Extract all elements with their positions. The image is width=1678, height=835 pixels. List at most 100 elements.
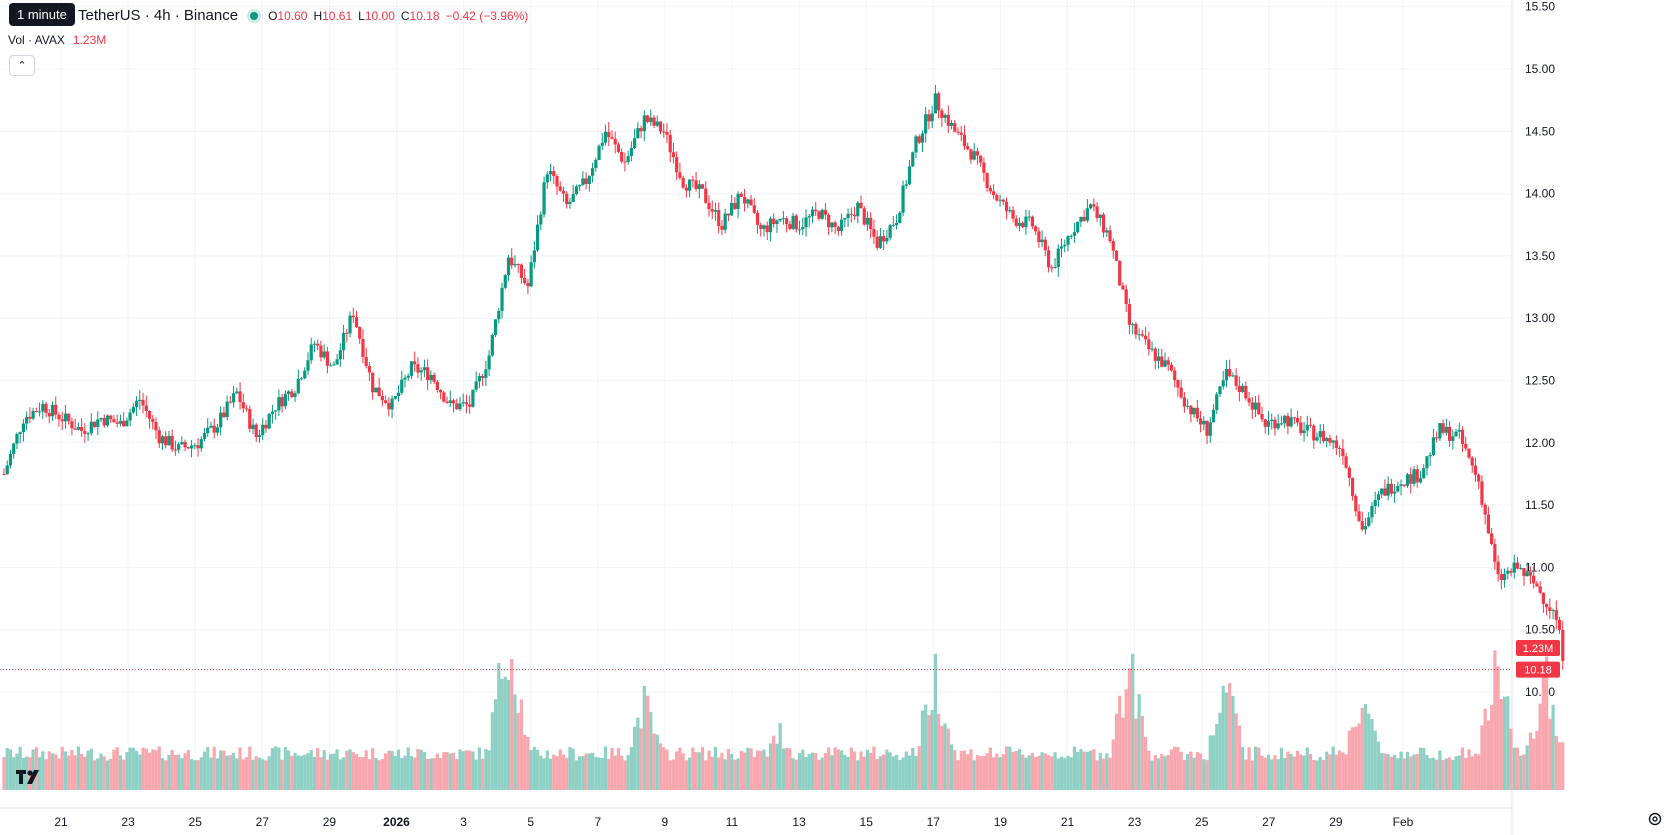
volume-bar	[432, 758, 436, 790]
candle-body	[1486, 514, 1490, 534]
candle-body	[642, 115, 646, 132]
ohlc-change: −0.42 (−3.96%)	[445, 8, 529, 23]
candle-body	[261, 424, 265, 436]
candle-body	[1017, 222, 1022, 226]
candle-body	[1325, 438, 1329, 442]
candle-body	[1160, 356, 1164, 367]
candle-body	[1418, 478, 1423, 483]
candle-body	[830, 222, 834, 228]
volume-bar	[1393, 754, 1397, 790]
candle-body	[419, 370, 423, 373]
x-tick-label: 27	[1262, 815, 1276, 829]
volume-bar	[1205, 760, 1209, 790]
candle-body	[565, 193, 569, 205]
volume-bar	[1224, 692, 1229, 790]
candle-body	[319, 345, 323, 358]
volume-bar	[1541, 666, 1545, 790]
volume-bar	[962, 750, 967, 790]
volume-bar	[1034, 756, 1038, 790]
candle-body	[1344, 456, 1348, 468]
candle-body	[1496, 561, 1500, 574]
candle-body	[956, 131, 960, 133]
volume-bar	[1092, 749, 1096, 790]
candle-body	[840, 219, 844, 231]
candle-body	[67, 413, 71, 422]
volume-bar	[167, 755, 171, 790]
volume-bar	[1270, 759, 1274, 790]
volume-bar	[555, 756, 559, 790]
candle-body	[814, 209, 818, 212]
x-tick-label: 11	[726, 815, 739, 829]
candle-body	[167, 435, 171, 446]
volume-bar	[471, 751, 475, 790]
candle-body	[710, 209, 714, 212]
candle-body	[962, 134, 967, 147]
settings-gear-icon[interactable]	[1646, 810, 1664, 828]
candle-body	[299, 378, 304, 380]
candle-body	[173, 449, 178, 451]
volume-bar	[1160, 753, 1164, 790]
candle-body	[329, 365, 333, 367]
candle-body	[277, 397, 281, 411]
volume-bar	[1402, 758, 1406, 790]
candle-body	[856, 202, 860, 217]
volume-bar	[852, 751, 857, 790]
volume-bar	[1040, 752, 1044, 790]
volume-bar	[956, 760, 960, 790]
candle-body	[1027, 216, 1031, 218]
candle-body	[251, 424, 255, 429]
candle-body	[1150, 348, 1154, 350]
candle-body	[1211, 409, 1216, 423]
candle-body	[940, 110, 944, 118]
candle-body	[403, 377, 407, 380]
volume-bar	[675, 751, 679, 790]
candle-body	[160, 436, 165, 444]
volume-bar	[354, 754, 359, 790]
candle-body	[755, 212, 760, 225]
candle-body	[312, 343, 317, 345]
candle-body	[610, 137, 614, 139]
candle-body	[290, 391, 294, 398]
candle-body	[1021, 222, 1025, 228]
candle-body	[477, 375, 481, 382]
candle-body	[633, 138, 637, 148]
candle-body	[112, 419, 116, 423]
candle-body	[658, 121, 663, 132]
volume-bar	[177, 754, 181, 790]
volume-bar	[461, 751, 465, 790]
candle-body	[1405, 474, 1410, 486]
volume-bar	[283, 747, 287, 790]
candle-body	[34, 410, 38, 412]
tradingview-logo-icon[interactable]	[14, 766, 44, 788]
candle-body	[513, 264, 517, 266]
collapse-legend-button[interactable]: ⌃	[9, 55, 35, 76]
candle-body	[1169, 364, 1174, 371]
volume-bar	[1131, 653, 1135, 790]
volume-bar	[772, 735, 776, 790]
volume-bar	[1173, 746, 1177, 790]
volume-bar	[645, 695, 650, 790]
symbol-title[interactable]: TetherUS · 4h · Binance	[78, 7, 239, 24]
candle-body	[571, 194, 575, 202]
candle-body	[555, 176, 559, 187]
candle-body	[109, 415, 113, 420]
candle-body	[730, 202, 734, 216]
volume-value: 1.23M	[72, 33, 107, 47]
x-tick-label: 15	[860, 815, 874, 829]
candle-body	[1231, 375, 1235, 377]
volume-bar	[1373, 730, 1377, 790]
candle-body	[1373, 499, 1377, 507]
volume-bar	[215, 758, 220, 790]
y-tick-label: 13.50	[1525, 249, 1555, 263]
candle-body	[484, 369, 488, 378]
candle-body	[1131, 323, 1135, 325]
candle-body	[587, 175, 591, 184]
volume-bar	[1001, 754, 1005, 790]
candle-body	[1034, 226, 1038, 232]
volume-bar	[966, 754, 970, 790]
volume-bar	[497, 662, 501, 790]
candle-body	[1470, 457, 1474, 466]
volume-bar	[920, 710, 925, 790]
candle-body	[306, 360, 310, 371]
